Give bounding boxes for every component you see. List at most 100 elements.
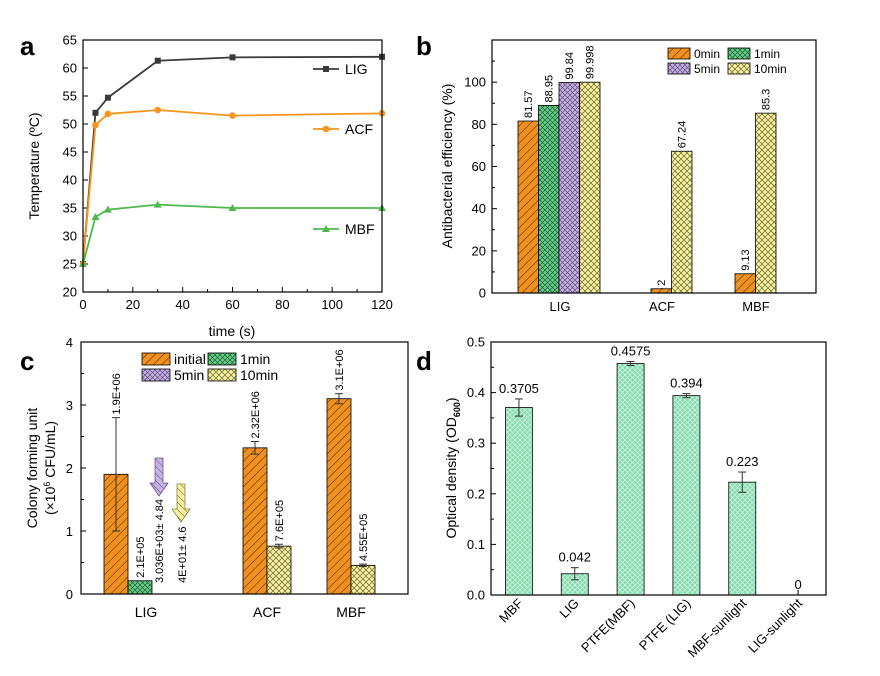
a-xtick-label: 20: [126, 297, 140, 312]
a-ytick-label: 45: [63, 145, 77, 160]
a-ytick-label: 40: [63, 173, 77, 188]
d-bar-label: 0.3705: [499, 381, 539, 396]
a-legend-label-mbf: MBF: [345, 221, 375, 237]
c-bar-label: 2.32E+06: [250, 391, 262, 438]
a-xtick-label: 100: [321, 297, 343, 312]
chart-a-ylabel: Temperature (ºC): [26, 112, 42, 219]
d-xtick-label: MBF: [496, 595, 526, 625]
c-ytick-label: 4: [66, 335, 73, 350]
b-legend-swatch-0min: [667, 47, 691, 60]
chart-b: 0 20 40 60 80 100 LIG ACF MBF 81.57 88.95 99.84 99.…: [439, 39, 817, 314]
b-bar-label: 81.57: [523, 90, 535, 118]
b-bar-label: 9.13: [740, 249, 752, 270]
d-ytick-label: 0.4: [467, 385, 485, 400]
d-xtick-label: LIG-sunlight: [745, 595, 805, 655]
a-ytick-label: 60: [63, 61, 77, 76]
b-bar-label: 67.24: [677, 121, 689, 149]
d-bar-0: [505, 407, 533, 596]
b-legend-swatch-10min: [727, 62, 751, 75]
c-xtick-label-acf: ACF: [253, 604, 281, 620]
chart-c-frame: [80, 341, 409, 595]
chart-a-frame: [82, 39, 383, 293]
d-bar-label: 0: [794, 577, 801, 592]
a-point-acf: [229, 112, 236, 119]
chart-d-frame: [490, 341, 827, 596]
d-ytick-label: 0.2: [467, 486, 485, 501]
a-point-acf: [92, 121, 99, 129]
b-bar-lig-1min: [538, 105, 560, 294]
a-point-acf: [154, 106, 162, 114]
a-point-lig: [154, 57, 161, 64]
b-ytick-label: 80: [472, 117, 486, 132]
d-bar-label: 0.042: [558, 550, 591, 565]
a-point-lig: [92, 109, 99, 116]
d-xtick-label: MBF-sunlight: [685, 595, 750, 660]
b-bar-mbf-10min: [755, 112, 777, 294]
b-ytick-label: 40: [472, 201, 486, 216]
panel-label-c: c: [20, 346, 34, 376]
a-legend-marker: [322, 125, 330, 133]
c-xtick-label-lig: LIG: [135, 604, 158, 620]
a-point-mbf: [91, 212, 100, 220]
a-ytick-label: 30: [63, 229, 77, 244]
b-ytick-label: 20: [472, 243, 486, 258]
b-bar-lig-5min: [558, 82, 580, 294]
chart-c-arrows: [149, 457, 191, 523]
b-legend-label-5min: 5min: [694, 62, 720, 76]
b-xtick-label-mbf: MBF: [742, 299, 770, 314]
c-ytick-label: 1: [66, 524, 73, 539]
d-ytick-label: 0.5: [467, 335, 485, 350]
a-legend-label-acf: ACF: [345, 121, 373, 137]
arrow-5min-icon: [149, 457, 169, 497]
d-ytick-label: 0.3: [467, 436, 485, 451]
b-xtick-label-acf: ACF: [649, 299, 675, 314]
d-ytick-label: 0.0: [467, 588, 485, 603]
c-legend-label-5min: 5min: [174, 367, 204, 383]
c-legend-swatch-5min: [141, 368, 171, 382]
d-xtick-label: PTFE(MBF): [578, 596, 638, 656]
b-legend-label-0min: 0min: [694, 47, 720, 61]
chart-a-xlabel: time (s): [209, 323, 256, 339]
chart-b-frame: [491, 39, 817, 294]
a-legend-marker: [323, 66, 329, 72]
a-point-lig: [104, 94, 111, 101]
c-bar-lig-1min: [127, 580, 153, 595]
a-xtick-label: 80: [275, 297, 289, 312]
a-xtick-label: 0: [79, 297, 86, 312]
a-point-acf: [104, 110, 112, 118]
d-bar-4: [728, 481, 757, 596]
b-bar-label: 2: [656, 280, 668, 286]
chart-c-ylabel-line2: (×106 CFU/mL): [42, 421, 58, 515]
b-legend-swatch-5min: [667, 62, 691, 75]
b-xtick-label-lig: LIG: [550, 299, 571, 314]
b-ytick-label: 100: [464, 75, 486, 90]
a-xtick-label: 60: [225, 297, 239, 312]
d-xtick-label: LIG: [556, 596, 581, 621]
a-point-mbf: [103, 205, 112, 213]
a-xtick-label: 120: [371, 297, 393, 312]
b-legend-swatch-1min: [727, 47, 751, 60]
arrow-10min-icon: [171, 483, 191, 523]
c-ytick-label: 0: [66, 587, 73, 602]
a-point-lig: [229, 54, 236, 61]
a-point-mbf: [228, 204, 237, 211]
c-legend-swatch-1min: [207, 352, 237, 366]
c-legend-label-initial: initial: [174, 351, 206, 367]
b-ytick-label: 60: [472, 159, 486, 174]
d-bar-label: 0.223: [726, 454, 759, 469]
d-bar-label: 0.394: [670, 376, 703, 391]
c-ytick-label: 3: [66, 398, 73, 413]
c-bar-acf-10min: [266, 545, 292, 595]
a-line-lig: [82, 55, 383, 265]
b-bar-label: 88.95: [544, 75, 556, 103]
d-bar-2: [616, 363, 645, 596]
c-bar-acf-initial: [242, 447, 268, 595]
a-legend-label-lig: LIG: [345, 61, 368, 77]
c-bar-label: 3.036E+03± 4.84: [154, 499, 166, 583]
c-bar-label: 3.1E+06: [334, 349, 346, 390]
c-legend-label-1min: 1min: [240, 351, 270, 367]
b-bar-label: 99.998: [585, 46, 597, 80]
b-bar-label: 85.3: [761, 89, 773, 110]
